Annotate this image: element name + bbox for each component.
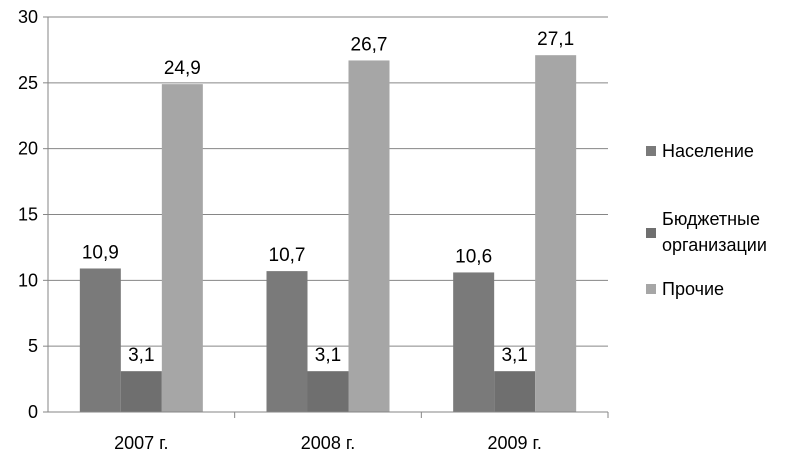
data-label: 10,9	[82, 242, 119, 263]
legend-swatch	[646, 284, 656, 294]
y-tick-label: 15	[18, 205, 38, 225]
data-label: 26,7	[351, 34, 388, 55]
bar	[348, 60, 390, 412]
legend-label: организации	[662, 235, 767, 255]
data-label: 10,6	[455, 246, 492, 267]
data-label: 3,1	[501, 345, 527, 366]
bars	[79, 55, 577, 413]
x-tick-label: 2007 г.	[114, 433, 168, 453]
legend-label: Бюджетные	[662, 209, 760, 229]
bar	[79, 268, 121, 412]
y-tick-label: 25	[18, 73, 38, 93]
bar	[453, 272, 495, 412]
bar	[120, 371, 162, 412]
data-label: 10,7	[269, 245, 306, 266]
y-tick-label: 10	[18, 270, 38, 290]
bar	[266, 271, 308, 412]
legend-label: Прочие	[662, 279, 724, 299]
y-tick-label: 30	[18, 7, 38, 27]
data-label: 27,1	[537, 29, 574, 50]
data-labels: 10,9 3,1 24,9 10,7 3,1 26,7 10,6 3,1 27,1	[82, 29, 574, 366]
bar	[307, 371, 349, 412]
bar	[494, 371, 536, 412]
x-tick-label: 2009 г.	[487, 433, 541, 453]
legend-swatch	[646, 228, 656, 238]
data-label: 3,1	[315, 345, 341, 366]
axes: 0 5 10 15 20 25 30 2007 г. 2008 г. 2009 г.	[18, 7, 609, 453]
y-tick-label: 0	[28, 402, 38, 422]
y-tick-label: 5	[28, 336, 38, 356]
bar	[161, 84, 203, 413]
legend-swatch	[646, 146, 656, 156]
data-label: 3,1	[128, 345, 154, 366]
gridlines	[48, 16, 608, 347]
legend-label: Население	[662, 141, 754, 161]
x-tick-label: 2008 г.	[301, 433, 355, 453]
legend: Население Бюджетные организации Прочие	[646, 141, 767, 299]
data-label: 24,9	[164, 58, 201, 79]
bar	[535, 55, 577, 412]
y-tick-label: 20	[18, 139, 38, 159]
